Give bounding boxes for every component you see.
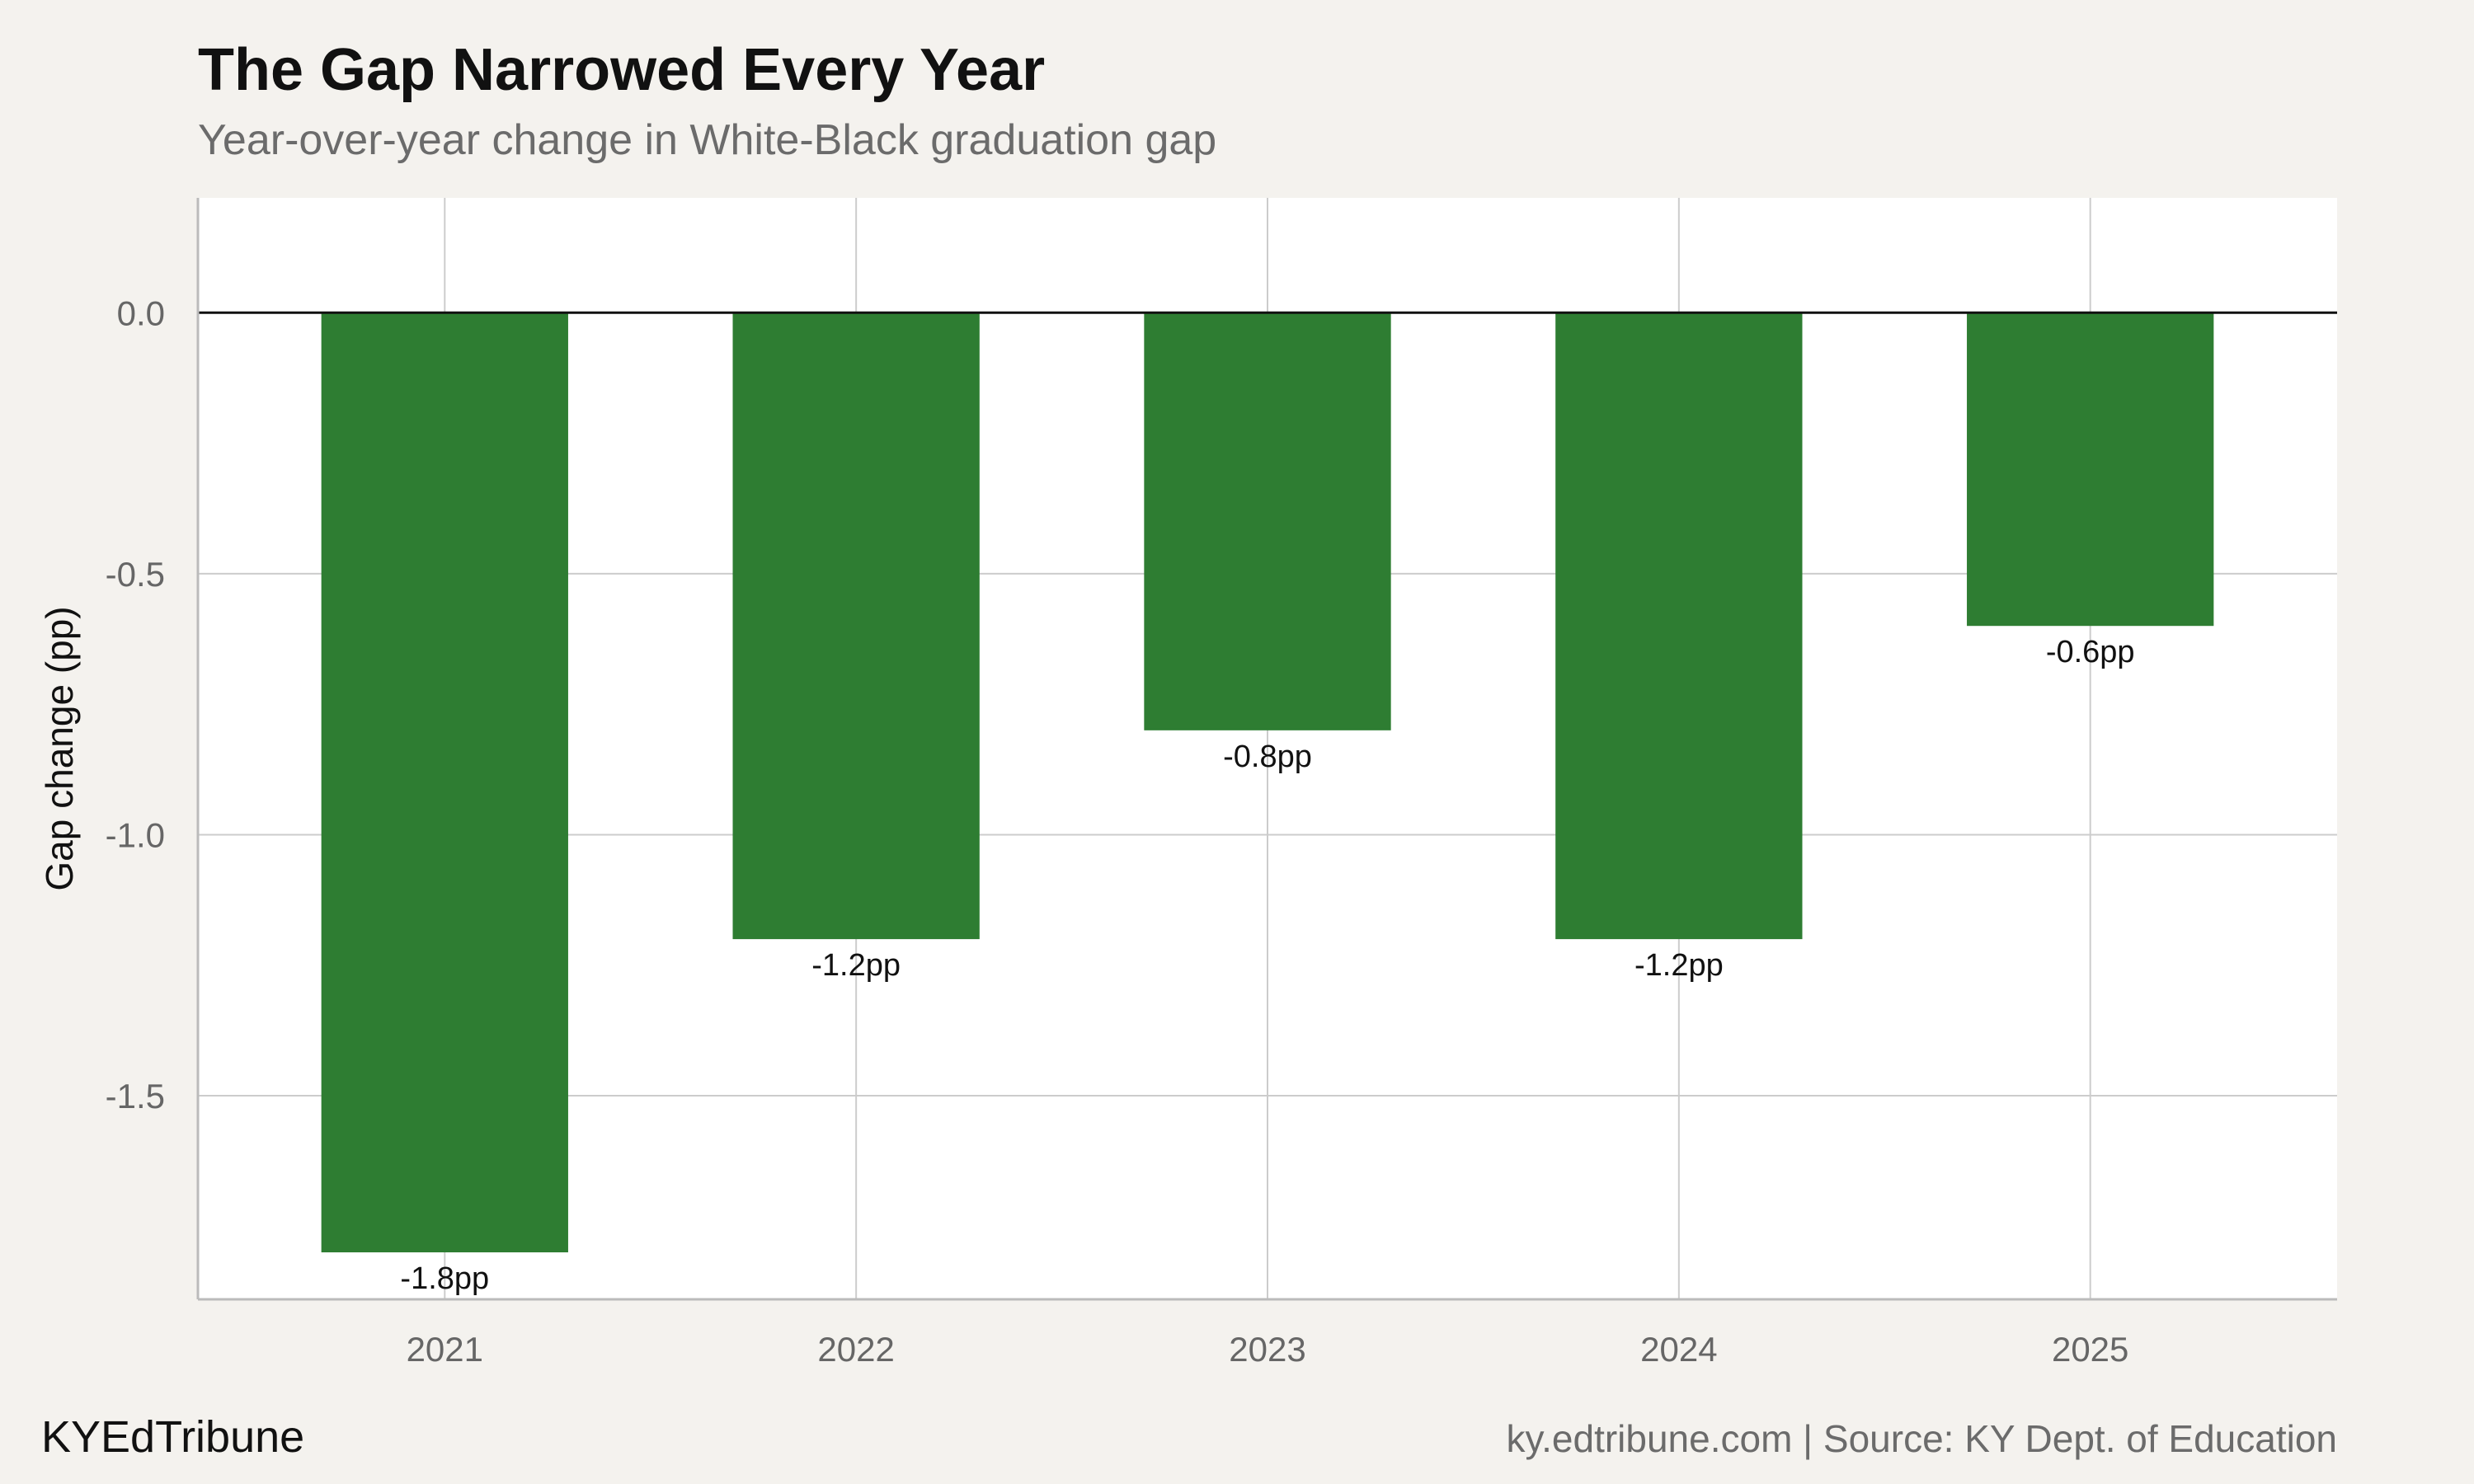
data-label-2025: -0.6pp [2046,635,2135,669]
bar-2021 [321,312,568,1253]
y-tick-label: 0.0 [117,294,165,332]
data-label-2023: -0.8pp [1223,740,1312,774]
x-tick-label-2021: 2021 [407,1330,483,1369]
brand-logo-text: KYEdTribune [41,1412,305,1462]
x-tick-label-2023: 2023 [1229,1330,1305,1369]
bar-2022 [732,312,980,940]
data-label-2024: -1.2pp [1634,948,1724,983]
data-label-2021: -1.8pp [400,1261,489,1296]
bar-2023 [1144,312,1391,730]
y-axis-title: Gap change (pp) [38,606,81,890]
x-tick-label-2025: 2025 [2052,1330,2128,1369]
chart-title: The Gap Narrowed Every Year [198,37,1046,103]
y-tick-label: -1.0 [106,815,165,854]
chart-subtitle: Year-over-year change in White-Black gra… [198,116,1217,164]
data-label-2022: -1.2pp [811,948,901,983]
bars [321,312,2214,1253]
x-tick-label-2024: 2024 [1640,1330,1717,1369]
x-tick-labels: 2021 2022 2023 2024 2025 [407,1330,2129,1369]
bar-2024 [1555,312,1803,940]
y-tick-label: -0.5 [106,555,165,594]
x-tick-label-2022: 2022 [817,1330,894,1369]
y-tick-label: -1.5 [106,1077,165,1115]
data-labels: -1.8pp -1.2pp -0.8pp -1.2pp -0.6pp [400,635,2134,1296]
y-tick-labels: 0.0 -0.5 -1.0 -1.5 [106,294,165,1115]
source-credit: ky.edtribune.com | Source: KY Dept. of E… [1506,1417,2337,1460]
bar-2025 [1967,312,2214,627]
